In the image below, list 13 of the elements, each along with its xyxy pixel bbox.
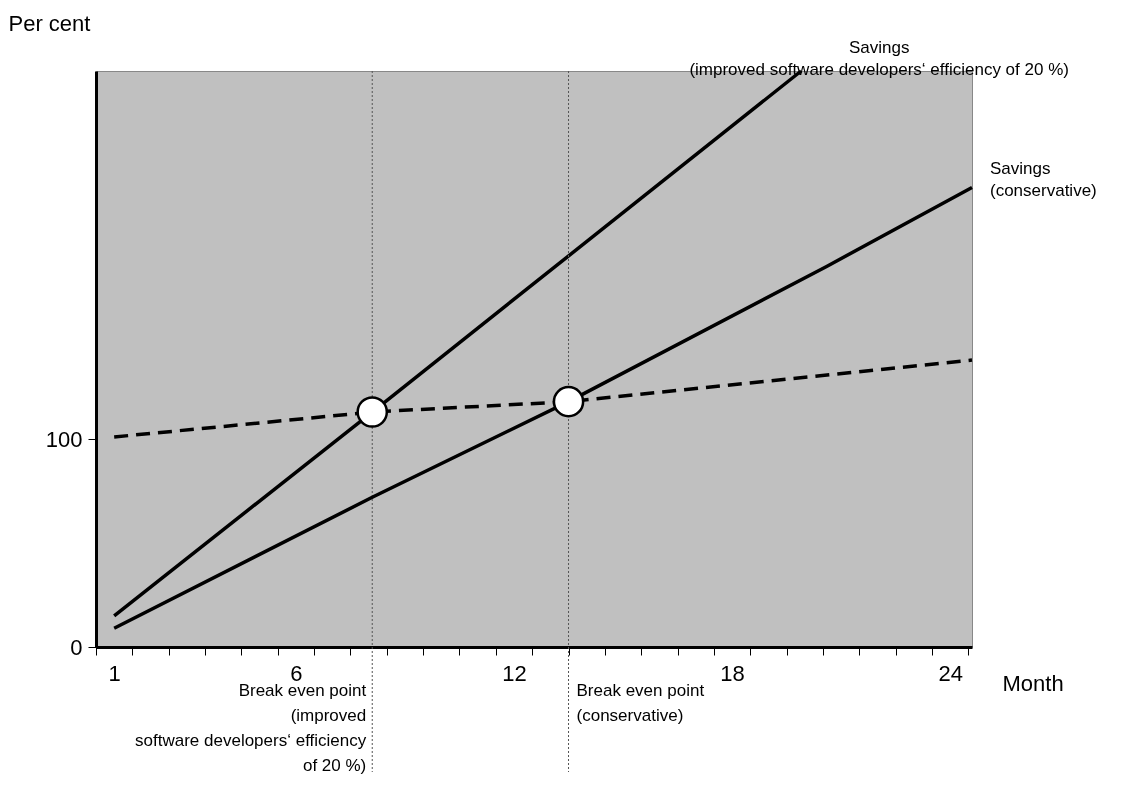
text: Savings (improved software developers‘ efficiency of 20 %) xyxy=(689,38,1069,79)
line-series xyxy=(112,185,974,631)
x-axis-title: Month xyxy=(1002,670,1064,696)
x-tick-label: 24 xyxy=(938,660,963,686)
ref-line-label: Break even point (conservative) xyxy=(576,681,705,725)
y-axis-title: Per cent xyxy=(8,10,91,36)
y-tick-label: 100 xyxy=(45,426,83,452)
x-tick-label: 12 xyxy=(502,660,527,686)
x-tick-label: 1 xyxy=(108,660,121,686)
x-tick-label: 18 xyxy=(720,660,745,686)
y-tick-label: 0 xyxy=(70,634,83,660)
line-series xyxy=(112,358,974,439)
series-label: Savings (conservative) xyxy=(990,159,1097,201)
